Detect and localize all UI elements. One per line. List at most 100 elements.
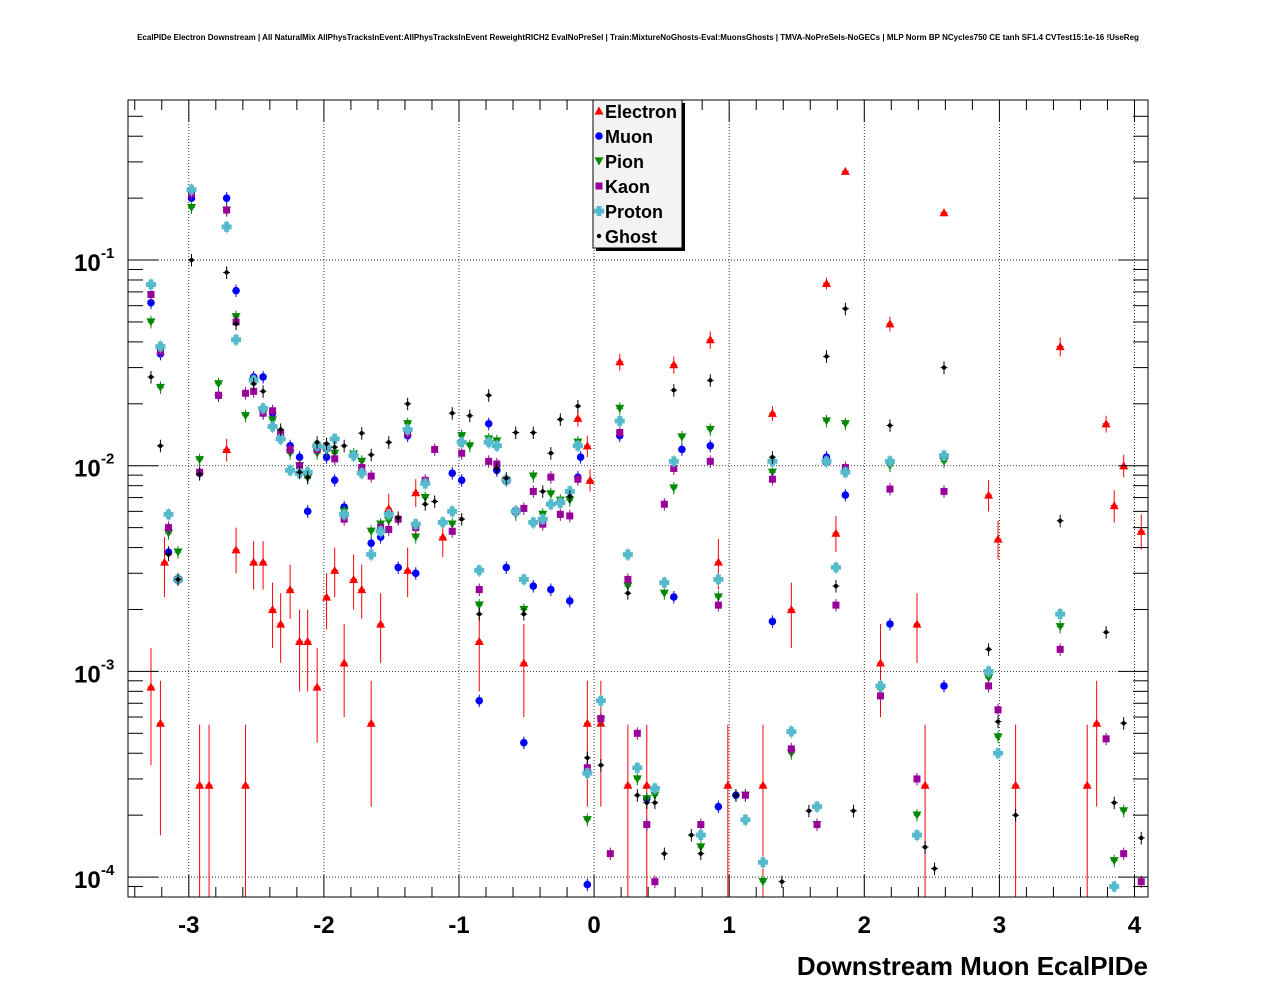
data-point [920,780,930,789]
y-tick-label-base: 10 [74,661,101,688]
data-point [383,509,394,520]
data-point [913,775,921,783]
data-point [576,453,585,462]
data-point [1102,735,1110,743]
data-point [635,793,640,798]
data-point [582,768,593,779]
data-point [597,715,605,723]
y-tick-label-exponent: -3 [101,656,114,673]
data-point [450,411,455,416]
data-point [758,780,768,789]
data-point [651,878,659,886]
data-point [625,590,631,596]
data-point [395,515,401,520]
data-point [768,617,777,626]
legend-box [592,99,683,249]
data-point [770,455,775,460]
data-point [215,391,223,399]
data-point [573,413,583,422]
data-point [616,429,624,437]
data-point [886,620,894,628]
data-point [163,509,174,520]
data-point [1057,518,1063,523]
data-point [1101,419,1111,428]
data-point [448,527,456,535]
legend-label-muon: Muon [605,127,653,147]
data-point [349,574,359,584]
x-tick-label: -1 [448,912,469,939]
data-point [993,733,1003,742]
data-point [366,718,376,727]
legend-label-electron: Electron [605,102,677,122]
data-point [572,440,583,451]
data-point [705,425,715,435]
data-point [251,381,256,387]
data-point [339,509,350,520]
data-point [582,441,592,450]
data-point [278,427,283,432]
y-tick-label-base: 10 [74,867,101,894]
data-point [521,611,527,617]
data-point [258,403,269,414]
data-point [758,878,768,887]
data-point [1055,341,1065,351]
data-point [155,341,166,352]
data-point [474,565,485,576]
data-point [250,387,258,395]
data-point [644,800,649,805]
data-point [268,416,278,425]
data-point [223,206,231,214]
data-point [456,437,467,448]
data-point [158,443,163,448]
data-point [941,365,947,370]
data-point [832,601,840,609]
data-point [224,270,229,275]
data-point [504,475,509,481]
data-point [275,433,286,444]
data-point [155,383,165,393]
data-point [623,582,633,591]
data-point [241,780,251,789]
data-point [385,525,393,533]
data-point [615,404,625,413]
data-point [939,450,949,461]
data-point [583,880,592,889]
data-point [840,420,850,429]
data-point [458,449,466,457]
data-point [483,437,494,448]
data-point [195,456,205,465]
data-point [540,489,545,494]
data-point [614,415,625,426]
data-point [606,850,614,858]
data-point [403,565,413,574]
data-point [438,532,448,541]
data-point [204,780,214,789]
data-point [367,539,375,548]
data-point [420,493,430,503]
data-point [339,658,349,667]
data-point [547,585,555,594]
data-point [357,585,367,594]
data-point [249,557,259,566]
data-point [459,516,464,522]
data-point [475,586,483,594]
data-point [824,354,829,359]
data-point [165,524,173,532]
data-point [529,582,538,590]
data-point [485,457,493,465]
data-point [922,844,928,850]
data-point [1109,881,1120,892]
data-point [155,718,165,727]
data-point [615,357,625,366]
data-point [643,821,651,829]
data-point [695,830,706,841]
data-point [779,879,785,884]
data-point [786,726,797,737]
data-point [821,417,831,426]
data-point [332,445,337,450]
data-point [813,821,821,829]
data-point [821,456,832,467]
data-point [519,658,529,667]
data-point [887,423,893,428]
data-point [330,565,340,574]
